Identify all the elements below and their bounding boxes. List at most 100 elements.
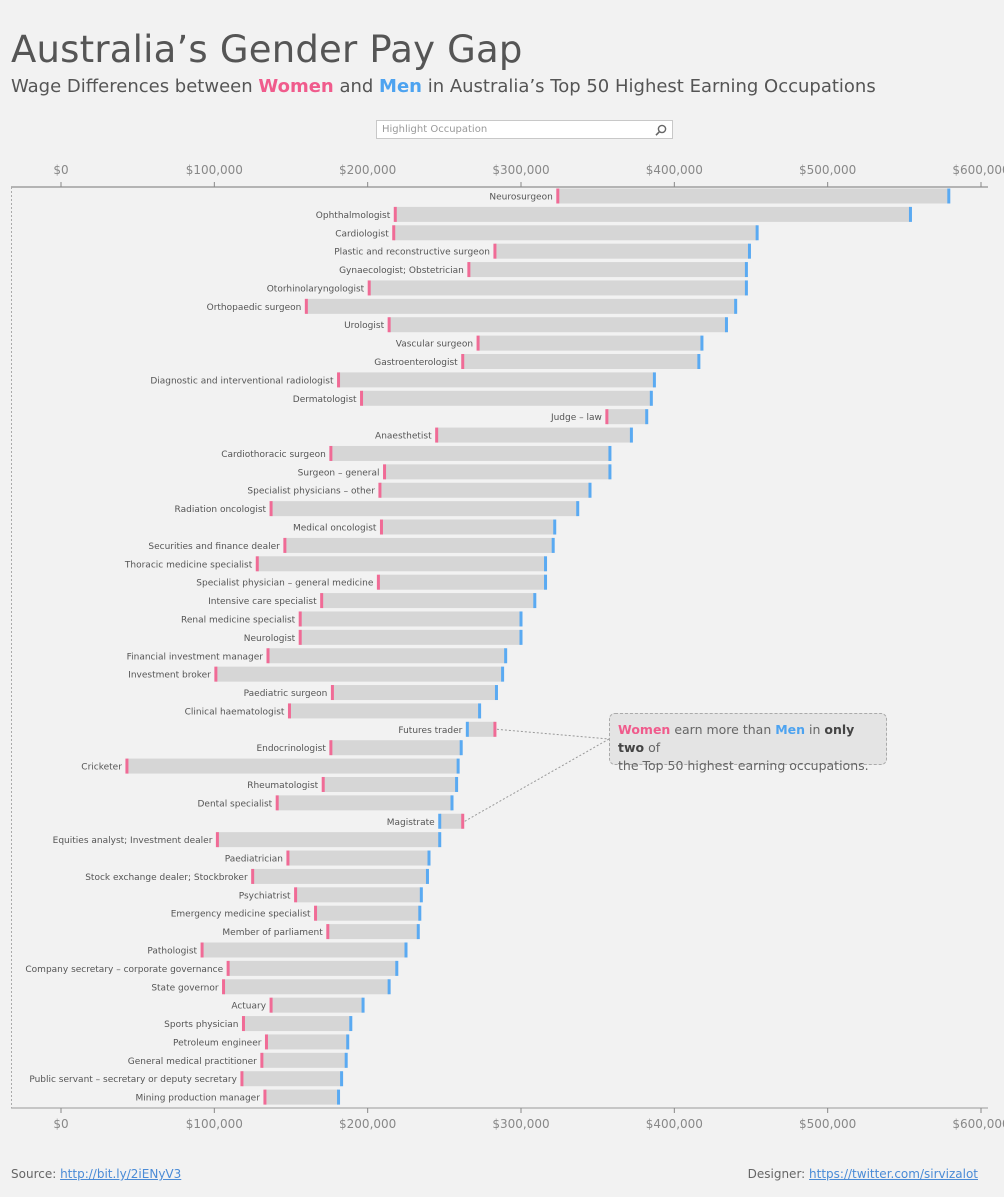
occupation-label: General medical practitioner [128,1057,257,1067]
occupation-label: Vascular surgeon [396,340,473,350]
x-tick-label-bottom: $500,000 [799,1117,856,1131]
men-marker [947,188,951,204]
gap-bar [266,1034,348,1050]
men-marker [629,427,633,443]
men-marker [344,1052,348,1068]
occupation-label: Dermatologist [293,395,357,405]
men-marker [744,262,748,278]
occupation-label: Otorhinolaryngologist [267,284,365,294]
highlight-occupation-search[interactable] [376,120,673,139]
occupation-label: Paediatrician [225,855,283,865]
men-marker [456,758,460,774]
occupation-label: Financial investment manager [127,652,264,662]
women-marker [329,740,333,756]
occupation-label: Futures trader [398,726,462,736]
women-marker [461,813,465,829]
women-marker [298,611,302,627]
women-marker [200,942,204,958]
gap-bar [379,482,590,498]
women-marker [260,1052,264,1068]
x-tick-label-top: $0 [53,163,68,177]
occupation-label: Stock exchange dealer; Stockbroker [85,873,248,883]
women-marker [330,685,334,701]
gap-bar [223,979,390,995]
gap-bar [384,464,610,480]
women-marker [360,390,364,406]
occupation-label: Psychiatrist [239,891,291,901]
source-link[interactable]: http://bit.ly/2iENyV3 [60,1167,182,1181]
gap-bar [327,924,419,940]
occupation-label: Securities and finance dealer [148,542,280,552]
men-marker [438,832,442,848]
subtitle-men: Men [379,76,422,97]
highlight-occupation-input[interactable] [377,121,652,138]
occupation-label: Mining production manager [136,1094,261,1104]
men-marker [533,593,537,609]
men-marker [465,721,469,737]
annotation-text2: in [805,722,825,737]
men-marker [519,629,523,645]
men-marker [459,740,463,756]
annotation-box: Women earn more than Men in only two of … [609,713,887,773]
men-marker [419,887,423,903]
occupation-label: Rheumatologist [247,781,318,791]
gap-bar [202,942,406,958]
women-marker [304,298,308,314]
gap-bar [284,537,554,553]
occupation-label: Actuary [231,1002,266,1012]
men-marker [455,776,459,792]
women-marker [286,850,290,866]
men-marker [438,813,442,829]
men-marker [608,445,612,461]
x-tick-label-top: $400,000 [646,163,703,177]
occupation-label: State governor [151,983,219,993]
women-marker [125,758,129,774]
women-marker [493,721,497,737]
designer-link[interactable]: https://twitter.com/sirvizalot [809,1167,978,1181]
occupation-label: Paediatric surgeon [244,689,328,699]
men-marker [576,501,580,517]
women-marker [337,372,341,388]
occupation-label: Pathologist [147,946,197,956]
gap-bar [264,1089,339,1105]
occupation-label: Company secretary – corporate governance [25,965,223,975]
women-marker [605,409,609,425]
gap-bar [252,868,428,884]
gap-bar [268,648,506,664]
gap-bar [261,1052,347,1068]
women-marker [320,593,324,609]
women-marker [383,464,387,480]
men-marker [418,905,422,921]
gap-bar [369,280,747,296]
women-marker [255,556,259,572]
men-marker [340,1071,344,1087]
occupation-label: Urologist [344,321,385,331]
annotation-leader-line [496,728,610,740]
gap-bar [321,593,535,609]
gap-bar [381,519,555,535]
men-marker [700,335,704,351]
gap-bar [287,850,429,866]
x-tick-label-bottom: $400,000 [646,1117,703,1131]
search-icon[interactable] [654,123,668,137]
occupation-label: Magistrate [387,818,435,828]
women-marker [251,868,255,884]
women-marker [321,776,325,792]
women-marker [329,445,333,461]
occupation-label: Orthopaedic surgeon [207,303,302,313]
gap-bar [468,262,747,278]
men-marker [337,1089,341,1105]
gap-bar [217,832,440,848]
gap-bar [395,206,911,222]
women-marker [376,574,380,590]
women-marker [461,354,465,370]
page-title: Australia’s Gender Pay Gap [11,28,523,71]
page-subtitle: Wage Differences between Women and Men i… [11,76,876,97]
men-marker [755,225,759,241]
occupation-label: Petroleum engineer [173,1038,262,1048]
occupation-label: Specialist physician – general medicine [196,579,374,589]
gap-bar [271,501,578,517]
gap-bar [478,335,702,351]
men-marker [544,574,548,590]
women-marker [294,887,298,903]
